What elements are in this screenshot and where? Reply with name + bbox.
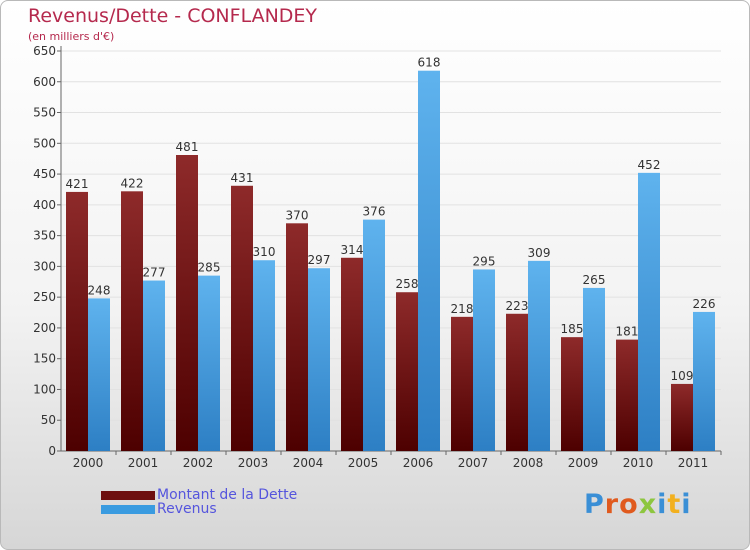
legend-label-debt: Montant de la Dette bbox=[157, 487, 298, 503]
logo-letter-0: P bbox=[584, 489, 605, 520]
data-label-dette-2009: 185 bbox=[561, 322, 584, 336]
bar-dette-2001 bbox=[121, 191, 143, 452]
logo-letter-2: o bbox=[619, 489, 639, 520]
y-tick-label-400: 400 bbox=[33, 198, 56, 212]
bar-revenus-2004 bbox=[308, 268, 330, 451]
bar-revenus-2011 bbox=[693, 311, 715, 451]
x-tick-label-2005: 2005 bbox=[348, 456, 379, 470]
data-label-dette-2010: 181 bbox=[616, 325, 639, 339]
data-label-dette-2011: 109 bbox=[671, 369, 694, 383]
bar-dette-2002 bbox=[176, 155, 198, 451]
x-tick-label-2008: 2008 bbox=[513, 456, 544, 470]
bars bbox=[66, 70, 715, 452]
y-tick-label-300: 300 bbox=[33, 259, 56, 273]
x-tick-label-2004: 2004 bbox=[293, 456, 324, 470]
bar-revenus-2002 bbox=[198, 275, 220, 451]
logo-letter-5: t bbox=[667, 489, 682, 520]
data-label-dette-2001: 422 bbox=[121, 176, 144, 190]
data-label-revenus-2008: 309 bbox=[528, 246, 551, 260]
bar-dette-2000 bbox=[66, 191, 88, 451]
y-tick-label-200: 200 bbox=[33, 321, 56, 335]
y-tick-label-50: 50 bbox=[41, 413, 56, 427]
chart-title: Revenus/Dette - CONFLANDEY bbox=[28, 5, 318, 27]
x-tick-label-2003: 2003 bbox=[238, 456, 269, 470]
bar-revenus-2000 bbox=[88, 298, 110, 451]
bar-dette-2006 bbox=[396, 292, 418, 451]
legend-swatch-debt bbox=[101, 490, 155, 500]
data-label-dette-2005: 314 bbox=[341, 243, 364, 257]
legend-item-debt: Montant de la Dette bbox=[101, 487, 297, 503]
y-tick-label-450: 450 bbox=[33, 167, 56, 181]
data-label-dette-2007: 218 bbox=[451, 302, 474, 316]
data-label-revenus-2004: 297 bbox=[308, 253, 331, 267]
y-tick-label-350: 350 bbox=[33, 229, 56, 243]
bar-revenus-2003 bbox=[253, 260, 275, 451]
bar-dette-2004 bbox=[286, 223, 308, 451]
legend-label-revenus: Revenus bbox=[157, 501, 217, 517]
data-labels: 421 248 422 277 481 285 431 310 370 297 314 376 258 6… bbox=[66, 56, 716, 383]
y-tick-label-100: 100 bbox=[33, 382, 56, 396]
data-label-revenus-2000: 248 bbox=[88, 283, 111, 297]
logo-letter-6: i bbox=[681, 489, 692, 520]
legend-swatch-revenus bbox=[101, 504, 155, 514]
data-label-dette-2008: 223 bbox=[506, 299, 529, 313]
y-tick-label-550: 550 bbox=[33, 106, 56, 120]
data-label-revenus-2003: 310 bbox=[253, 245, 276, 259]
x-tick-label-2010: 2010 bbox=[623, 456, 654, 470]
data-label-dette-2003: 431 bbox=[231, 171, 254, 185]
data-label-revenus-2007: 295 bbox=[473, 254, 496, 268]
bar-dette-2003 bbox=[231, 185, 253, 451]
x-tick-label-2009: 2009 bbox=[568, 456, 599, 470]
x-tick-label-2011: 2011 bbox=[678, 456, 709, 470]
data-label-dette-2006: 258 bbox=[396, 277, 419, 291]
y-tick-label-500: 500 bbox=[33, 136, 56, 150]
bar-revenus-2005 bbox=[363, 219, 385, 451]
y-tick-label-600: 600 bbox=[33, 75, 56, 89]
y-tick-label-650: 650 bbox=[33, 44, 56, 58]
axes: 0 50 100 150 200 250 300 350 400 450 500 550 600 650 2… bbox=[33, 44, 722, 470]
bar-revenus-2008 bbox=[528, 260, 550, 451]
data-label-revenus-2009: 265 bbox=[583, 273, 606, 287]
bar-dette-2011 bbox=[671, 383, 693, 451]
bar-dette-2009 bbox=[561, 337, 583, 451]
logo-letter-3: x bbox=[638, 489, 658, 520]
bar-dette-2008 bbox=[506, 313, 528, 451]
data-label-dette-2004: 370 bbox=[286, 208, 309, 222]
legend-item-revenus: Revenus bbox=[101, 501, 217, 517]
x-tick-label-2006: 2006 bbox=[403, 456, 434, 470]
data-label-revenus-2005: 376 bbox=[363, 205, 386, 219]
data-label-revenus-2001: 277 bbox=[143, 266, 166, 280]
logo-letter-4: i bbox=[657, 489, 668, 520]
y-tick-label-150: 150 bbox=[33, 352, 56, 366]
grid bbox=[61, 50, 721, 452]
proxiti-logo: Proxiti bbox=[584, 489, 692, 520]
data-label-revenus-2010: 452 bbox=[638, 158, 661, 172]
bar-revenus-2009 bbox=[583, 287, 605, 451]
bar-revenus-2007 bbox=[473, 269, 495, 451]
bar-revenus-2010 bbox=[638, 172, 660, 451]
data-label-dette-2002: 481 bbox=[176, 140, 199, 154]
data-label-dette-2000: 421 bbox=[66, 177, 89, 191]
data-label-revenus-2011: 226 bbox=[693, 297, 716, 311]
x-tick-label-2007: 2007 bbox=[458, 456, 489, 470]
x-tick-label-2001: 2001 bbox=[128, 456, 159, 470]
x-tick-label-2000: 2000 bbox=[73, 456, 104, 470]
bar-revenus-2001 bbox=[143, 280, 165, 451]
y-tick-label-250: 250 bbox=[33, 290, 56, 304]
x-tick-label-2002: 2002 bbox=[183, 456, 214, 470]
chart-subtitle: (en milliers d'€) bbox=[28, 30, 115, 43]
logo-letter-1: r bbox=[604, 489, 620, 520]
data-label-revenus-2002: 285 bbox=[198, 261, 221, 275]
bar-dette-2007 bbox=[451, 316, 473, 451]
data-label-revenus-2006: 618 bbox=[418, 56, 441, 70]
bar-revenus-2006 bbox=[418, 70, 440, 451]
bar-dette-2010 bbox=[616, 339, 638, 451]
bar-dette-2005 bbox=[341, 257, 363, 451]
y-tick-label-0: 0 bbox=[48, 444, 56, 458]
